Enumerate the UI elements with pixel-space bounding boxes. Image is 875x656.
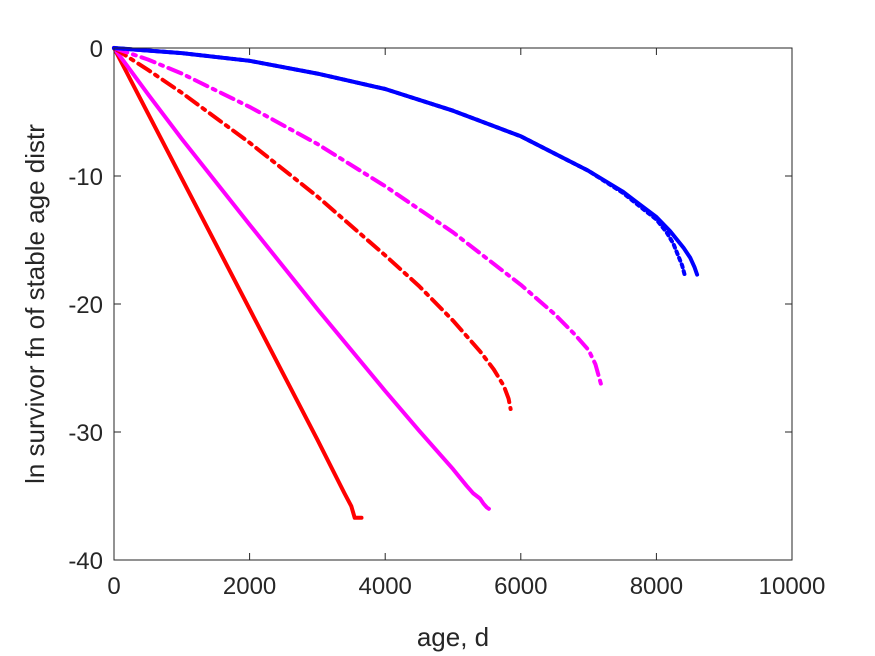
series-line-3 [112, 46, 513, 411]
x-tick-label: 6000 [494, 573, 547, 600]
y-tick-label: 0 [90, 36, 103, 63]
y-tick-label: -40 [68, 548, 103, 575]
plot-background [114, 48, 792, 560]
y-tick-label: -10 [68, 164, 103, 191]
x-tick-label: 2000 [223, 573, 276, 600]
x-tick-label: 10000 [759, 573, 826, 600]
series-line-4 [112, 46, 605, 391]
series-line-6 [112, 46, 687, 278]
x-tick-label: 0 [107, 573, 120, 600]
series-layer [112, 46, 700, 520]
series-line-1 [112, 46, 364, 520]
series-line-2 [112, 46, 491, 511]
y-tick-label: -20 [68, 292, 103, 319]
y-tick-label: -30 [68, 420, 103, 447]
x-axis-label: age, d [417, 622, 489, 652]
y-axis-label: ln survivor fn of stable age distr [20, 124, 50, 484]
x-tick-label: 4000 [359, 573, 412, 600]
x-tick-label: 8000 [630, 573, 683, 600]
tick-layer: 0 2000 4000 6000 8000 10000 -40 -30 -20 -10 0 [68, 36, 825, 600]
